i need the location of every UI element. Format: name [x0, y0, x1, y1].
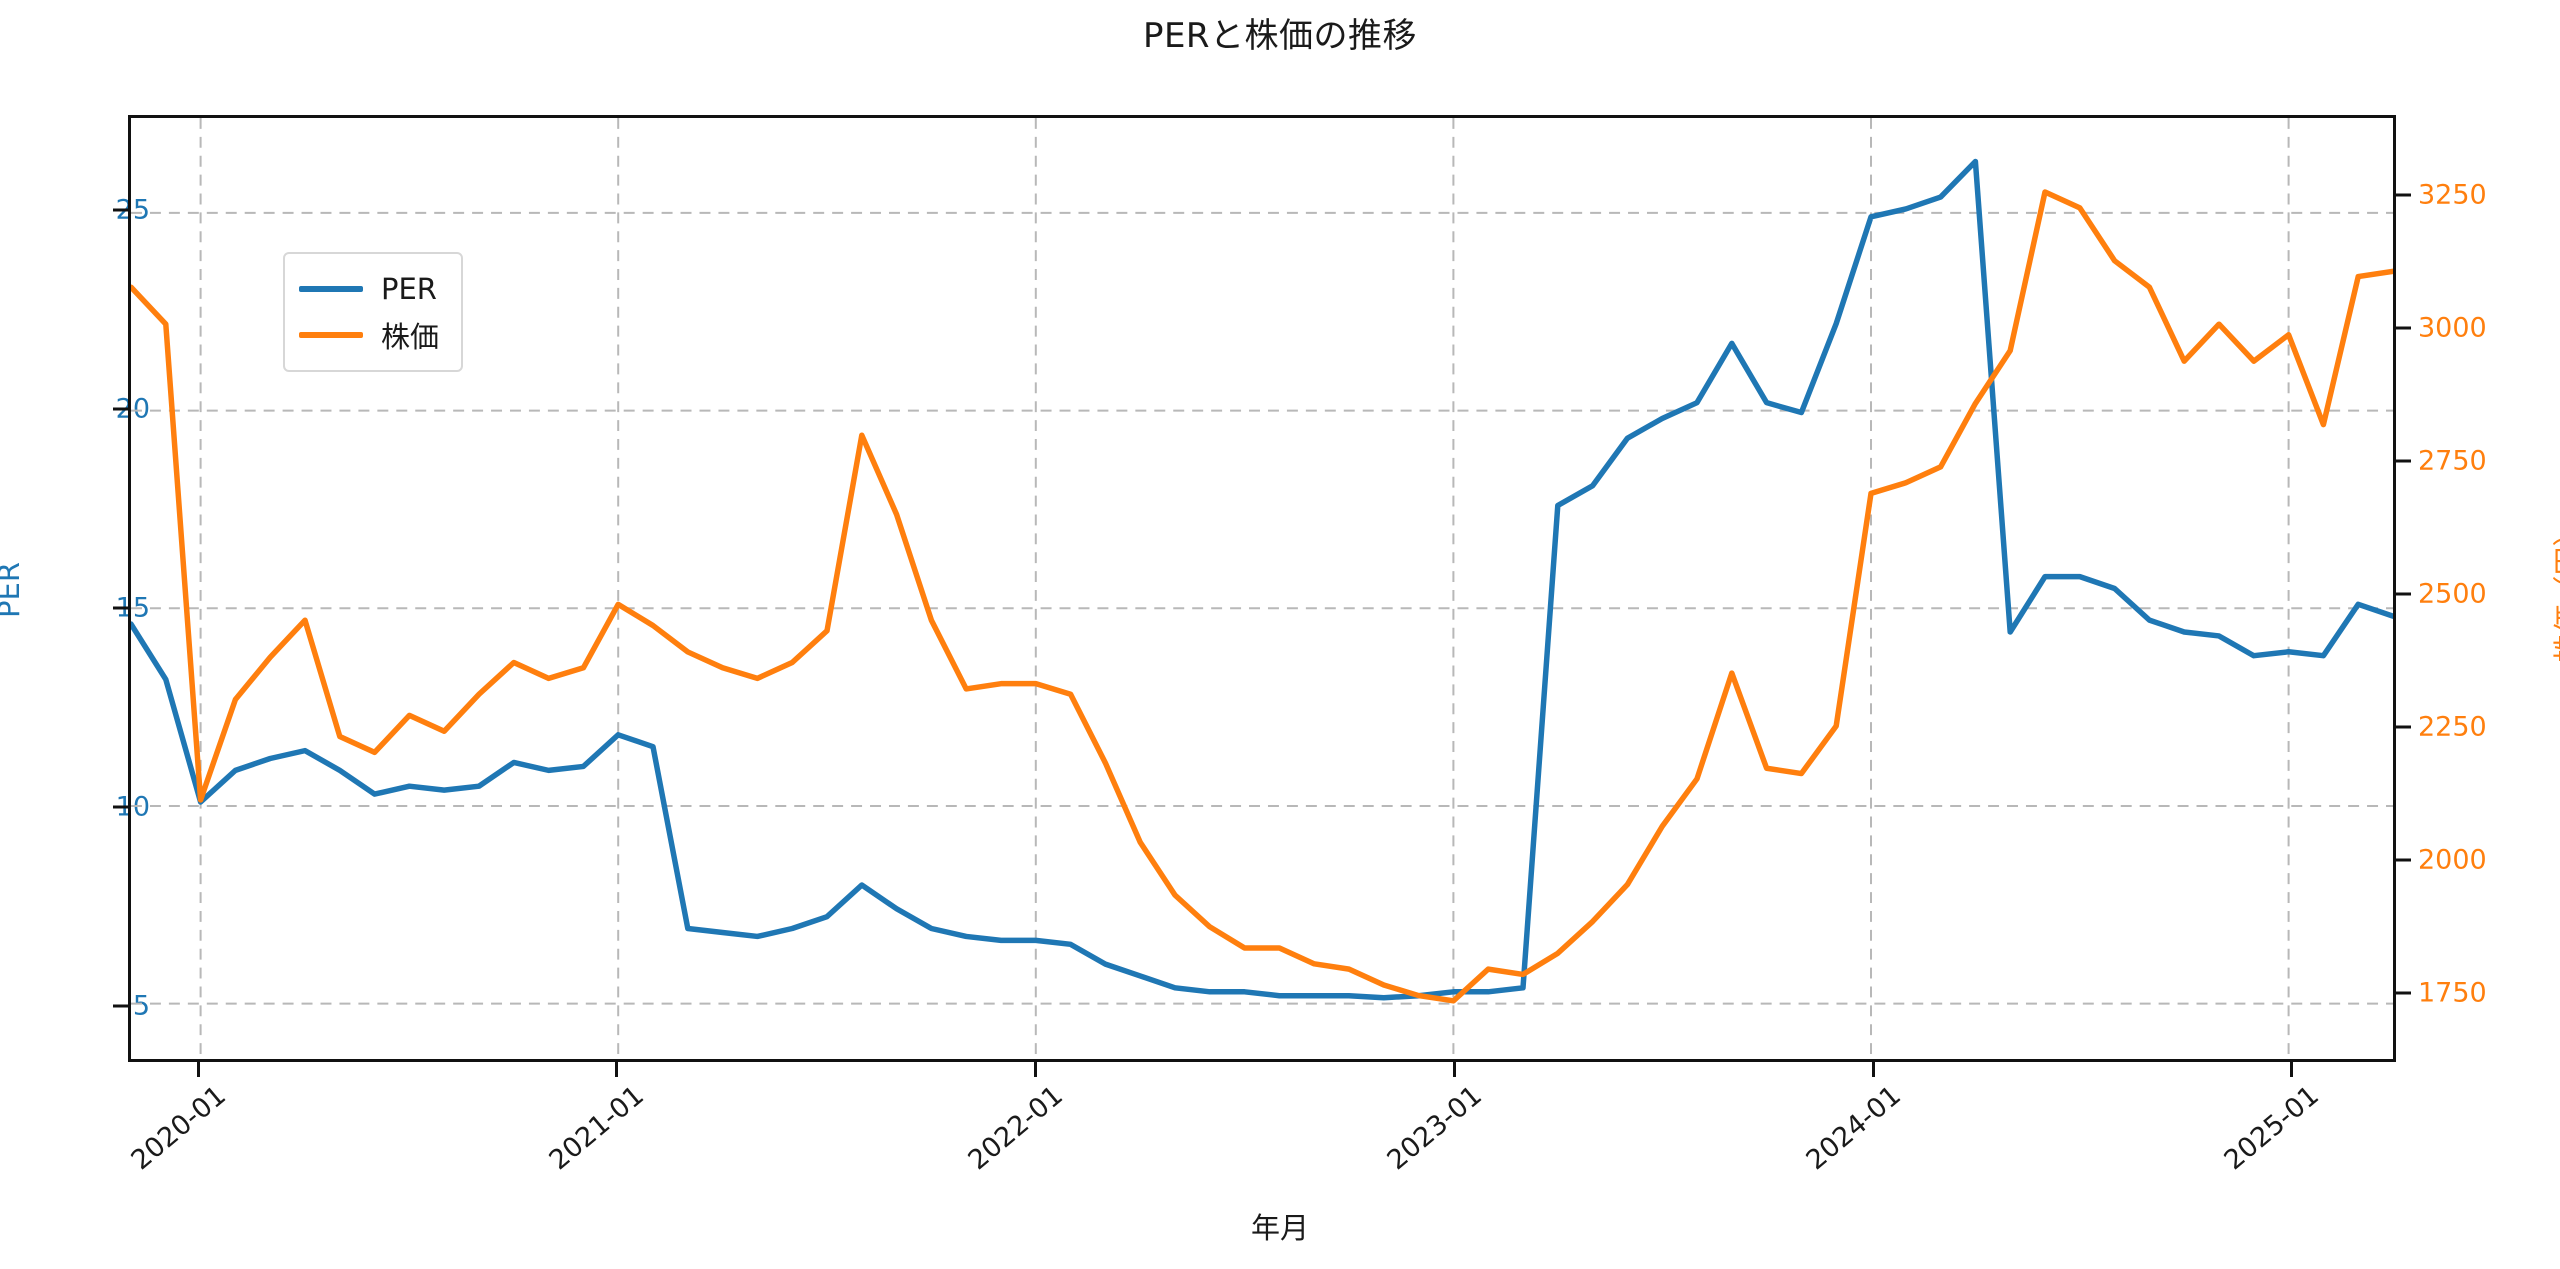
y-tick-mark-left: [113, 407, 128, 411]
y-tick-right: 1750: [2418, 977, 2487, 1009]
y-tick-mark-right: [2396, 725, 2411, 729]
legend-item[interactable]: PER: [299, 266, 439, 312]
x-tick-label: 2021-01: [544, 1080, 651, 1177]
x-tick-mark: [2290, 1062, 2294, 1077]
legend-swatch: [299, 286, 363, 292]
legend-item[interactable]: 株価: [299, 312, 439, 358]
legend[interactable]: PER 株価: [283, 252, 464, 372]
y-tick-right: 2000: [2418, 844, 2487, 876]
plot-area: PER 株価: [128, 115, 2396, 1062]
y-axis-right-label: 株価（円）: [2551, 517, 2560, 663]
y-tick-right: 3000: [2418, 312, 2487, 344]
y-tick-mark-right: [2396, 858, 2411, 862]
y-tick-mark-right: [2396, 326, 2411, 330]
x-tick-mark: [615, 1062, 619, 1077]
x-tick-mark: [1871, 1062, 1875, 1077]
legend-label: 株価: [381, 320, 440, 354]
y-tick-mark-right: [2396, 592, 2411, 596]
x-tick-label: 2025-01: [2218, 1080, 2326, 1177]
data-lines: [131, 158, 2393, 1004]
x-tick-mark: [1452, 1062, 1456, 1077]
y-tick-right: 2500: [2418, 578, 2487, 610]
y-tick-right: 2750: [2418, 445, 2487, 477]
y-axis-left-label: PER: [0, 562, 26, 618]
y-tick-mark-right: [2396, 991, 2411, 995]
y-tick-right: 3250: [2418, 179, 2487, 211]
x-tick-label: 2024-01: [1800, 1080, 1907, 1177]
y-tick-left: 5: [132, 990, 150, 1022]
y-tick-mark-right: [2396, 459, 2411, 463]
x-axis-label: 年月: [1250, 1211, 1309, 1245]
y-tick-mark-right: [2396, 193, 2411, 197]
x-tick-label: 2022-01: [962, 1080, 1070, 1177]
x-tick-label: 2020-01: [125, 1080, 232, 1177]
legend-label: PER: [381, 272, 437, 306]
legend-swatch: [299, 332, 363, 338]
y-tick-mark-left: [113, 1004, 128, 1008]
x-tick-mark: [1034, 1062, 1038, 1077]
y-tick-right: 2250: [2418, 711, 2487, 743]
y-tick-mark-left: [113, 606, 128, 610]
y-tick-mark-left: [113, 208, 128, 212]
x-tick-mark: [196, 1062, 200, 1077]
chart-title: PERと株価の推移: [1142, 16, 1418, 56]
x-tick-label: 2023-01: [1381, 1080, 1488, 1177]
y-tick-mark-left: [113, 805, 128, 809]
grid-lines: [131, 118, 2393, 1059]
